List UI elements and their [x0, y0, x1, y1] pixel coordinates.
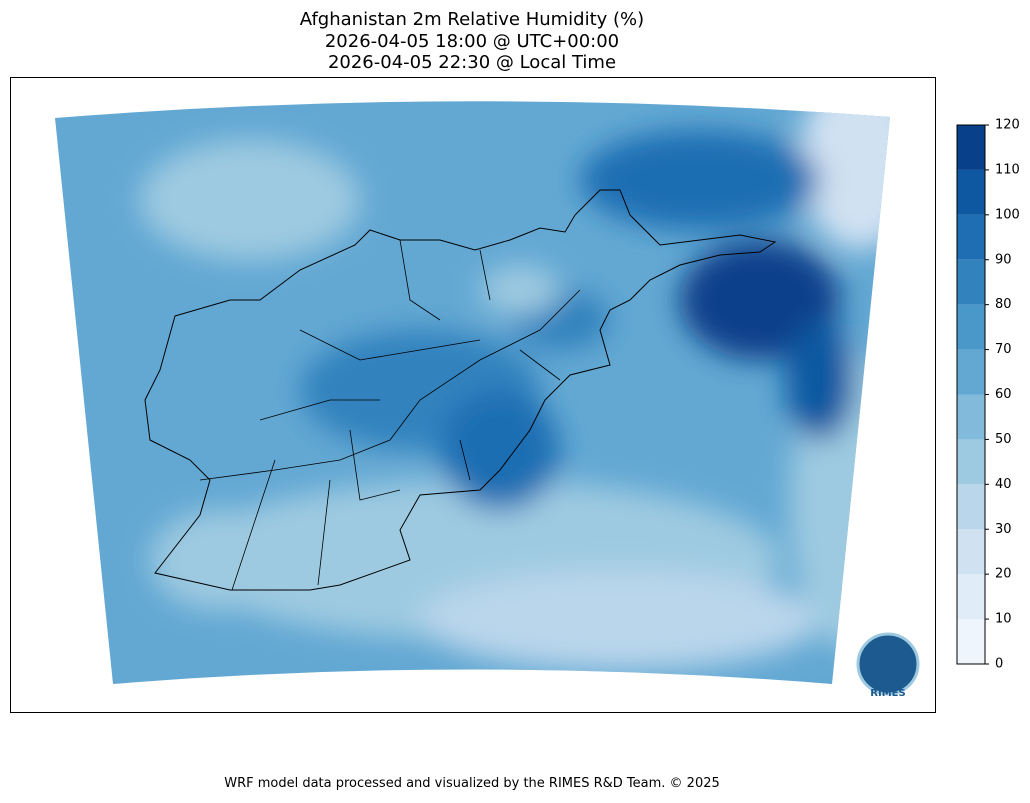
- colorbar-bin: [957, 439, 985, 485]
- humidity-field: [55, 101, 890, 684]
- colorbar-bin: [957, 394, 985, 440]
- colorbar-bin: [957, 259, 985, 305]
- logo: RIMES: [856, 632, 920, 699]
- country-border: [144, 189, 777, 591]
- colorbar-tick-label: 90: [995, 252, 1012, 267]
- logo-text: RIMES: [870, 688, 905, 699]
- colorbar-tick-label: 80: [995, 297, 1012, 312]
- colorbar-tick-label: 0: [995, 657, 1003, 672]
- colorbar-bin: [957, 574, 985, 620]
- colorbar-bin: [957, 619, 985, 664]
- colorbar-tick-label: 110: [995, 162, 1020, 177]
- colorbar-tick-label: 70: [995, 342, 1012, 357]
- colorbar-tick-label: 30: [995, 522, 1012, 537]
- logo-badge: [856, 632, 920, 696]
- colorbar-tick-label: 50: [995, 432, 1012, 447]
- province-borders: [199, 239, 581, 591]
- colorbar-tick-label: 10: [995, 612, 1012, 627]
- colorbar-tick-label: 100: [995, 207, 1020, 222]
- title-line: 2026-04-05 18:00 @ UTC+00:00: [325, 31, 619, 52]
- colorbar-bin: [957, 169, 985, 215]
- colorbar-bin: [957, 484, 985, 530]
- colorbar-tick-label: 40: [995, 477, 1012, 492]
- footer: WRF model data processed and visualized …: [224, 776, 720, 791]
- title-line: Afghanistan 2m Relative Humidity (%): [300, 9, 644, 30]
- colorbar-bin: [957, 304, 985, 350]
- colorbar-bin: [957, 125, 985, 170]
- colorbar-tick-label: 20: [995, 567, 1012, 582]
- colorbar-bin: [957, 529, 985, 575]
- colorbar: 0 10 20 30 40 50 60 70 80 90 100 110 120: [956, 118, 1020, 672]
- colorbar-bin: [957, 214, 985, 260]
- title-line: 2026-04-05 22:30 @ Local Time: [328, 52, 616, 73]
- colorbar-tick-label: 120: [995, 118, 1020, 133]
- colorbar-bin: [957, 349, 985, 395]
- colorbar-tick-label: 60: [995, 387, 1012, 402]
